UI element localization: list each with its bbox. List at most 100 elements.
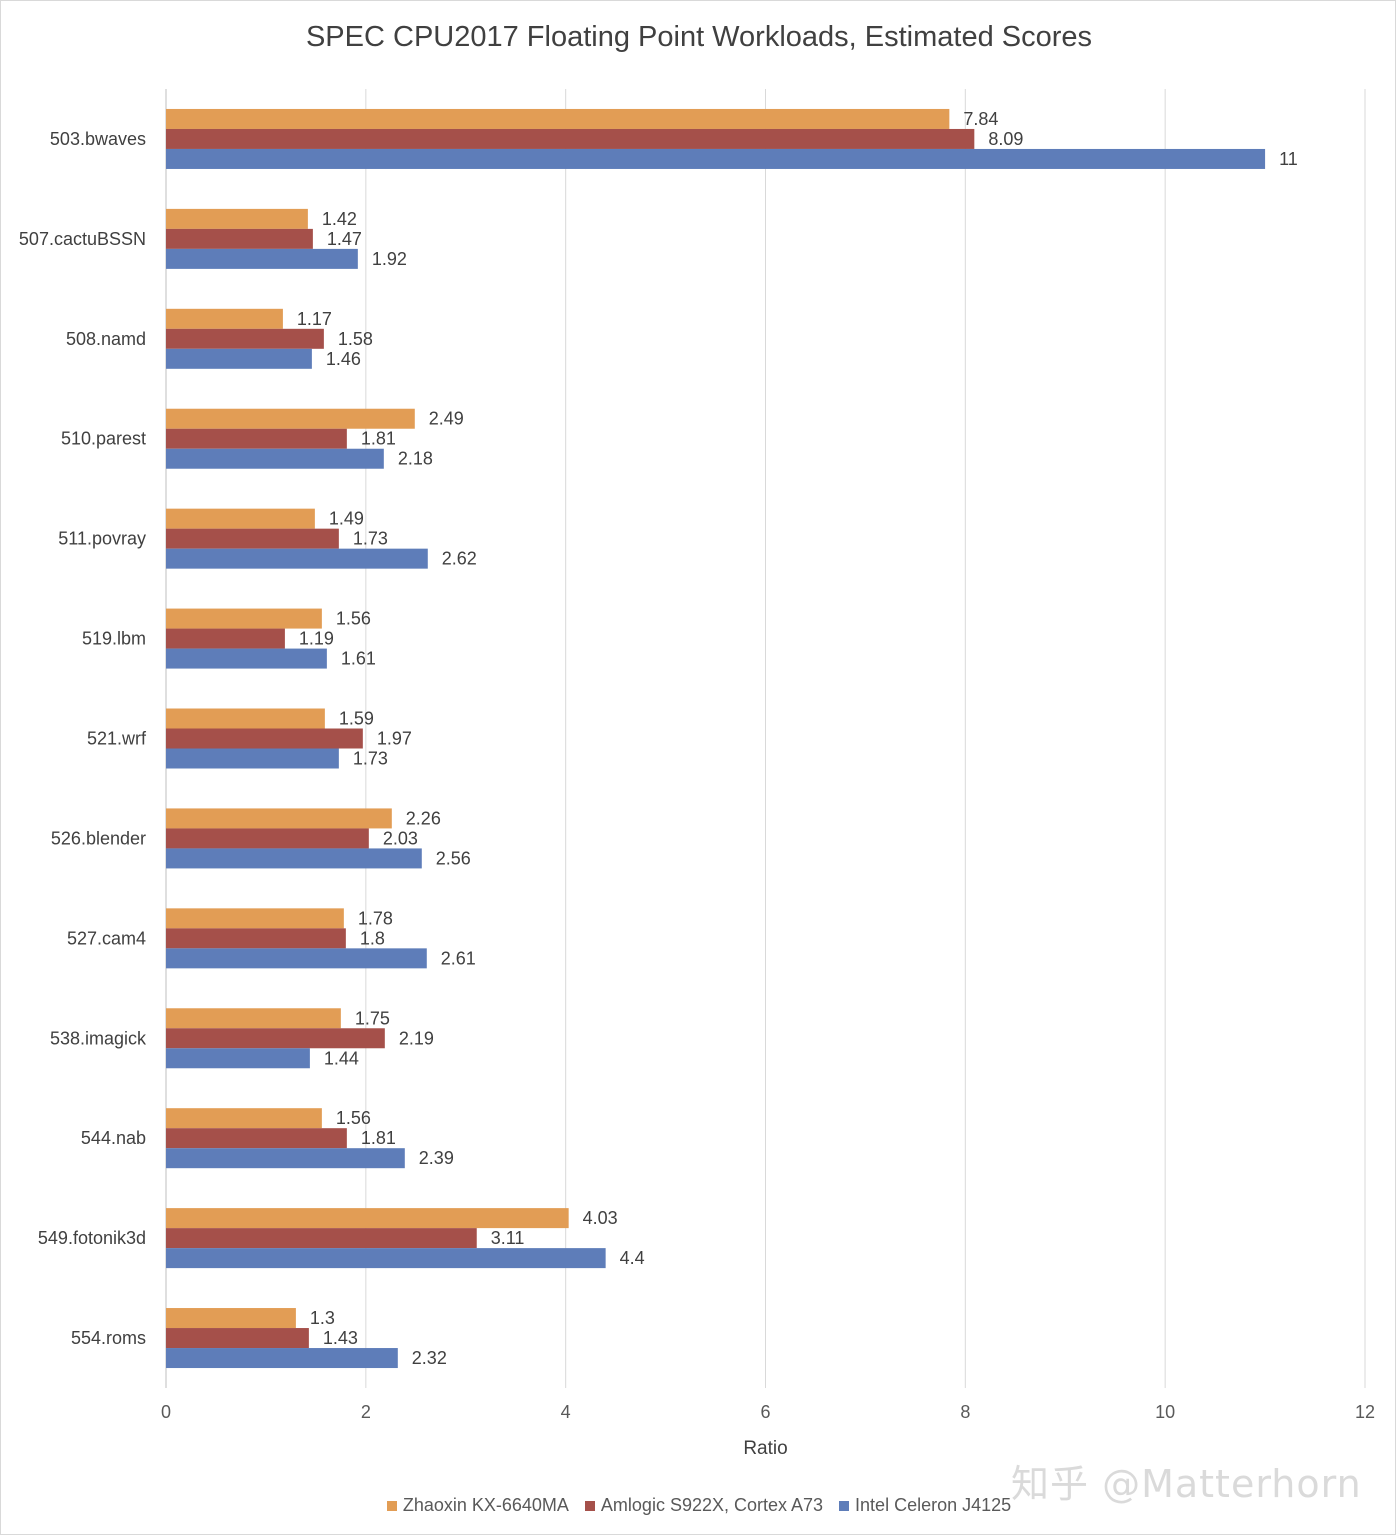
- bar: [166, 208, 308, 229]
- x-tick-label: 2: [361, 1402, 371, 1422]
- data-label: 1.92: [372, 249, 407, 269]
- bar: [166, 308, 283, 329]
- bar: [166, 328, 324, 349]
- data-label: 1.42: [322, 209, 357, 229]
- bar: [166, 1228, 477, 1249]
- bar: [166, 1328, 309, 1349]
- data-label: 1.75: [355, 1008, 390, 1028]
- legend-item: Zhaoxin KX-6640MA: [386, 1495, 569, 1516]
- data-label: 1.81: [361, 429, 396, 449]
- bar: [166, 1108, 322, 1129]
- category-label: 508.namd: [66, 329, 146, 349]
- data-label: 2.26: [406, 808, 441, 828]
- bar: [166, 1308, 296, 1329]
- category-label: 521.wrf: [87, 729, 147, 749]
- data-label: 1.46: [326, 349, 361, 369]
- category-label: 544.nab: [81, 1128, 146, 1148]
- data-label: 1.49: [329, 509, 364, 529]
- bar: [166, 148, 1266, 169]
- bar: [166, 628, 285, 649]
- bar: [166, 1348, 398, 1369]
- data-label: 1.58: [338, 329, 373, 349]
- category-label: 526.blender: [51, 828, 146, 848]
- data-label: 2.49: [429, 409, 464, 429]
- data-label: 4.03: [583, 1208, 618, 1228]
- category-label: 519.lbm: [82, 629, 146, 649]
- bar: [166, 1048, 310, 1069]
- bar: [166, 128, 975, 149]
- data-label: 1.3: [310, 1308, 335, 1328]
- bar: [166, 528, 339, 549]
- category-label: 503.bwaves: [50, 129, 146, 149]
- x-tick-label: 0: [161, 1402, 171, 1422]
- bar: [166, 108, 950, 129]
- category-label: 507.cactuBSSN: [19, 229, 146, 249]
- bar: [166, 828, 369, 849]
- legend-swatch: [584, 1501, 595, 1512]
- legend-swatch: [839, 1501, 850, 1512]
- x-tick-label: 6: [760, 1402, 770, 1422]
- data-label: 4.4: [620, 1248, 645, 1268]
- bar: [166, 408, 415, 429]
- data-label: 1.59: [339, 709, 374, 729]
- x-axis-title: Ratio: [743, 1438, 787, 1459]
- bar: [166, 728, 363, 749]
- chart-legend: Zhaoxin KX-6640MA Amlogic S922X, Cortex A…: [1, 1495, 1396, 1516]
- bar: [166, 808, 392, 829]
- data-label: 1.78: [358, 908, 393, 928]
- bar: [166, 848, 422, 869]
- category-label: 549.fotonik3d: [38, 1228, 146, 1248]
- bar: [166, 1028, 385, 1049]
- bar: [166, 248, 358, 269]
- x-tick-label: 10: [1155, 1402, 1175, 1422]
- data-label: 11: [1279, 149, 1298, 169]
- bar: [166, 608, 322, 629]
- bar: [166, 748, 339, 769]
- data-label: 1.44: [324, 1048, 359, 1068]
- category-label: 510.parest: [61, 429, 146, 449]
- bar: [166, 708, 325, 729]
- x-tick-label: 12: [1355, 1402, 1375, 1422]
- data-label: 1.97: [377, 729, 412, 749]
- legend-label: Zhaoxin KX-6640MA: [402, 1495, 569, 1515]
- bar: [166, 1208, 569, 1229]
- legend-item: Amlogic S922X, Cortex A73: [584, 1495, 824, 1516]
- bar: [166, 928, 346, 949]
- bar: [166, 1148, 405, 1169]
- bar: [166, 1008, 341, 1029]
- data-label: 1.43: [323, 1328, 358, 1348]
- data-label: 1.73: [353, 749, 388, 769]
- x-tick-label: 8: [960, 1402, 970, 1422]
- bar: [166, 348, 312, 369]
- data-label: 1.61: [341, 649, 376, 669]
- legend-label: Amlogic S922X, Cortex A73: [600, 1495, 824, 1515]
- bar: [166, 648, 327, 669]
- legend-label: Intel Celeron J4125: [855, 1495, 1012, 1515]
- bar: [166, 228, 313, 249]
- data-label: 1.47: [327, 229, 362, 249]
- bar: [166, 448, 384, 469]
- data-label: 1.81: [361, 1128, 396, 1148]
- data-label: 2.62: [442, 549, 477, 569]
- data-label: 1.73: [353, 529, 388, 549]
- data-label: 1.8: [360, 928, 385, 948]
- category-label: 511.povray: [58, 529, 146, 549]
- chart-title: SPEC CPU2017 Floating Point Workloads, E…: [305, 21, 1093, 53]
- data-label: 3.11: [491, 1228, 525, 1248]
- data-label: 2.03: [383, 828, 418, 848]
- category-label: 538.imagick: [50, 1028, 147, 1048]
- bar: [166, 948, 427, 969]
- data-label: 2.19: [399, 1028, 434, 1048]
- watermark: 知乎 @Matterhorn: [1011, 1462, 1362, 1506]
- x-tick-label: 4: [561, 1402, 571, 1422]
- data-label: 2.32: [412, 1348, 447, 1368]
- bar: [166, 1128, 347, 1149]
- bar: [166, 548, 428, 569]
- data-label: 1.19: [299, 629, 334, 649]
- bar: [166, 1248, 606, 1269]
- data-label: 2.18: [398, 449, 433, 469]
- data-label: 8.09: [988, 129, 1023, 149]
- data-label: 1.17: [297, 309, 332, 329]
